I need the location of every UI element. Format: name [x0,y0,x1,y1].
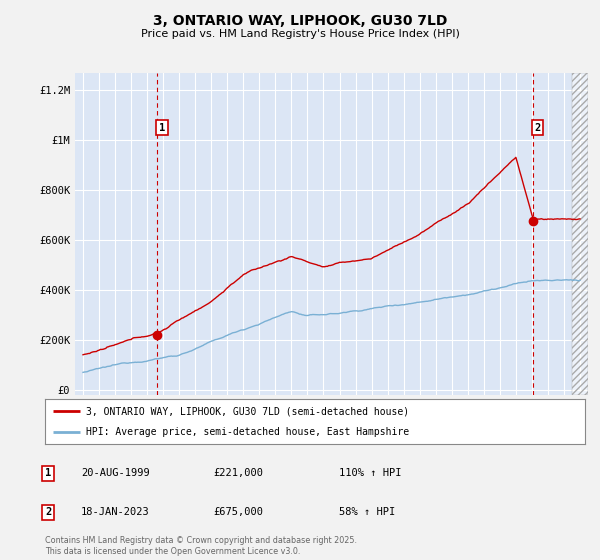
Polygon shape [572,73,588,395]
Text: 20-AUG-1999: 20-AUG-1999 [81,468,150,478]
Text: Price paid vs. HM Land Registry's House Price Index (HPI): Price paid vs. HM Land Registry's House … [140,29,460,39]
Text: 3, ONTARIO WAY, LIPHOOK, GU30 7LD: 3, ONTARIO WAY, LIPHOOK, GU30 7LD [153,14,447,28]
Text: £675,000: £675,000 [213,507,263,517]
Text: 1: 1 [159,123,165,133]
Text: HPI: Average price, semi-detached house, East Hampshire: HPI: Average price, semi-detached house,… [86,427,409,437]
Text: 2: 2 [45,507,51,517]
Text: 110% ↑ HPI: 110% ↑ HPI [339,468,401,478]
Text: 2: 2 [535,123,541,133]
Text: Contains HM Land Registry data © Crown copyright and database right 2025.
This d: Contains HM Land Registry data © Crown c… [45,536,357,556]
Text: 3, ONTARIO WAY, LIPHOOK, GU30 7LD (semi-detached house): 3, ONTARIO WAY, LIPHOOK, GU30 7LD (semi-… [86,406,409,416]
Text: 18-JAN-2023: 18-JAN-2023 [81,507,150,517]
Text: £221,000: £221,000 [213,468,263,478]
Text: 58% ↑ HPI: 58% ↑ HPI [339,507,395,517]
Text: 1: 1 [45,468,51,478]
